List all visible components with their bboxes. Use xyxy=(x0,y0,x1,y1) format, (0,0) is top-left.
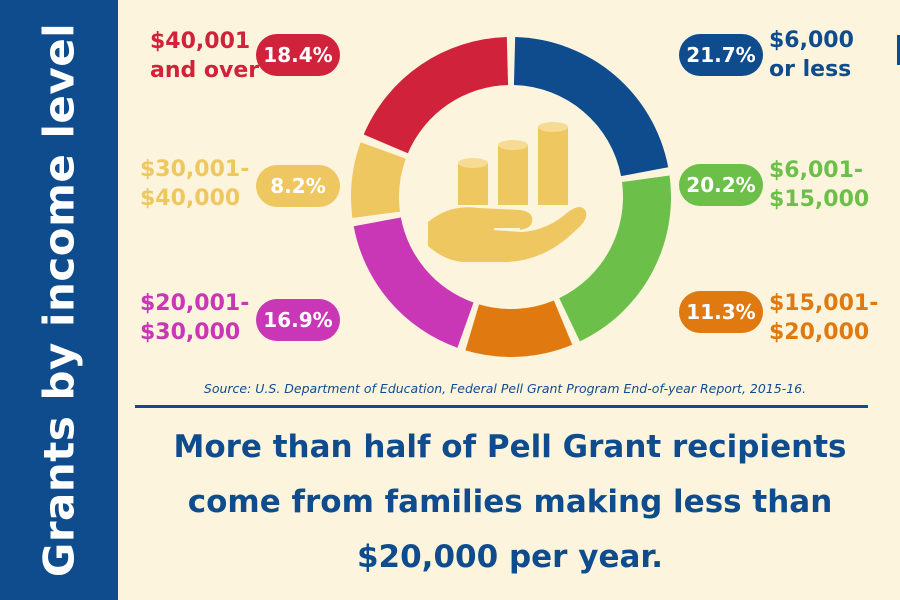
legend-label-15001-20000: $15,001- $20,000 xyxy=(769,291,879,345)
donut-slice-0 xyxy=(513,37,669,177)
legend-label-6000-or-less: $6,000 or less xyxy=(769,28,854,82)
value-badge-6001-15000: 20.2% xyxy=(679,164,763,206)
value-badge-20001-30000: 16.9% xyxy=(256,299,340,341)
hand-holding-coins-icon xyxy=(428,122,587,262)
headline: More than half of Pell Grant recipients … xyxy=(120,420,900,585)
source-note: Source: U.S. Department of Education, Fe… xyxy=(203,381,807,396)
headline-line: More than half of Pell Grant recipients xyxy=(173,429,847,465)
donut-slice-4 xyxy=(351,142,406,218)
donut-slice-5 xyxy=(363,37,509,154)
legend-label-30001-40000: $30,001- $40,000 xyxy=(140,157,250,211)
divider xyxy=(135,405,868,408)
corner-accent xyxy=(897,35,900,65)
sidebar-band: Grants by income level xyxy=(0,0,118,600)
legend-label-40001-and-over: $40,001 and over xyxy=(150,29,260,83)
headline-line: come from families making less than xyxy=(187,484,833,520)
value-badge-6000-or-less: 21.7% xyxy=(679,34,763,76)
donut-slice-3 xyxy=(353,217,474,348)
legend-label-20001-30000: $20,001- $30,000 xyxy=(140,291,250,345)
donut-slice-1 xyxy=(559,175,671,342)
legend-label-6001-15000: $6,001- $15,000 xyxy=(769,158,870,212)
headline-line: $20,000 per year. xyxy=(356,539,664,575)
value-badge-40001-and-over: 18.4% xyxy=(256,34,340,76)
value-badge-15001-20000: 11.3% xyxy=(679,291,763,333)
donut-slice-2 xyxy=(465,300,573,357)
value-badge-30001-40000: 8.2% xyxy=(256,165,340,207)
